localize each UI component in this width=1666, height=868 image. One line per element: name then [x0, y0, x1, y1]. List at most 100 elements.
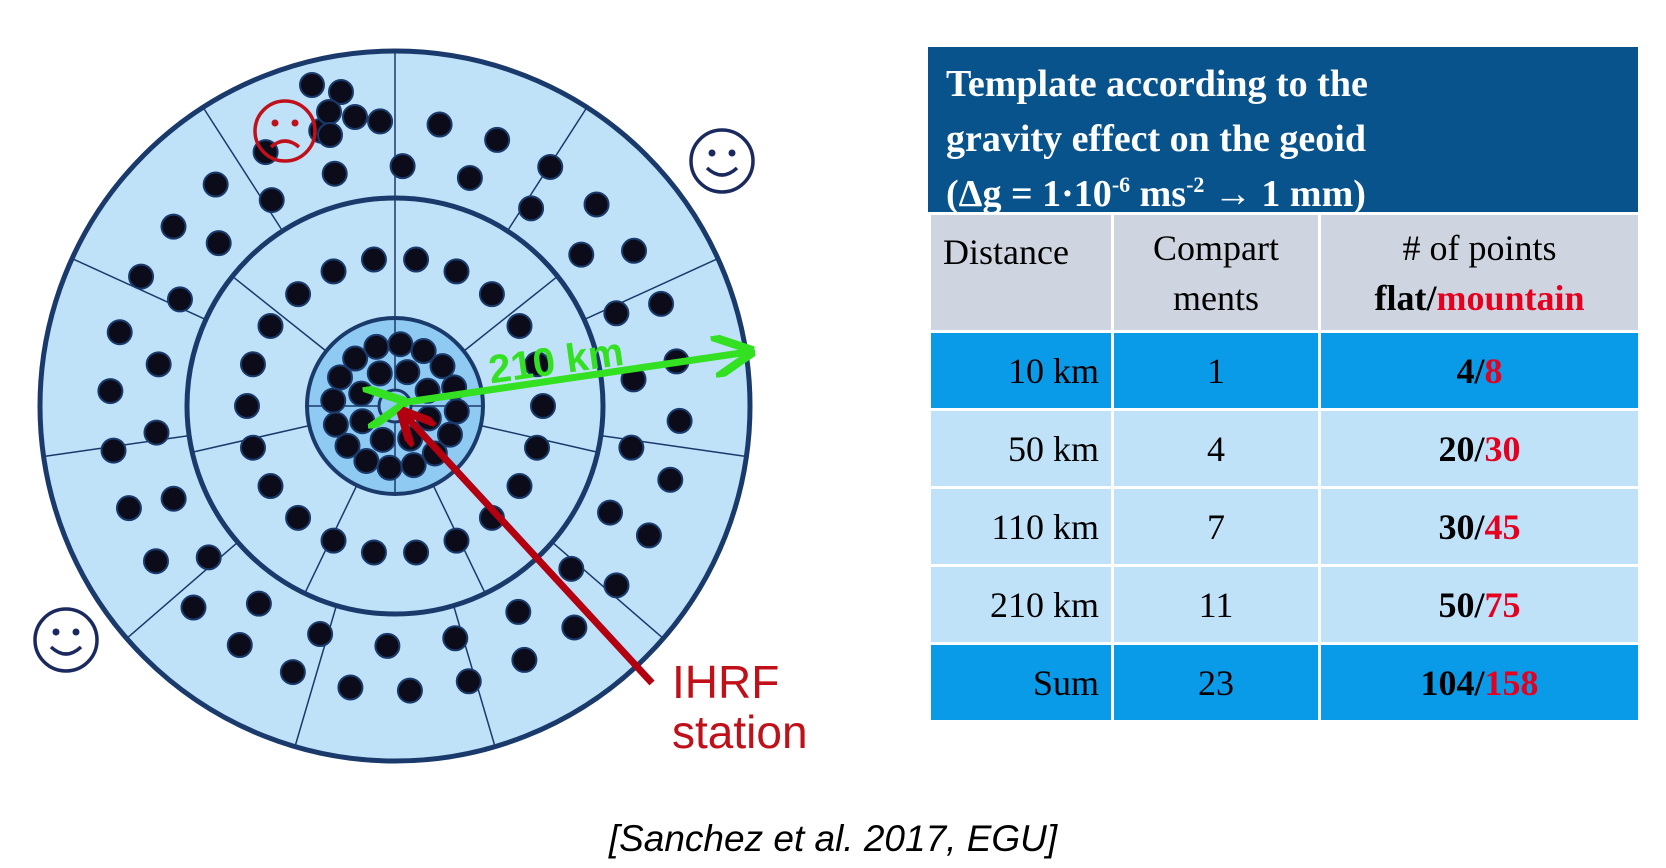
point-marker: [648, 290, 675, 317]
point-marker: [279, 659, 306, 686]
point-marker: [349, 408, 376, 435]
table-title-line1: Template according to the: [946, 63, 1368, 105]
point-marker: [518, 195, 545, 222]
point-marker: [299, 72, 325, 98]
point-marker: [321, 160, 348, 187]
point-marker: [180, 594, 207, 621]
table-row: 110 km 7 30/45: [928, 486, 1641, 567]
point-marker: [657, 466, 684, 493]
row-compartments: 1: [1111, 330, 1321, 411]
point-marker: [603, 572, 630, 599]
point-marker: [317, 122, 343, 148]
row-points: 50/75: [1318, 564, 1641, 645]
row-points: 20/30: [1318, 408, 1641, 489]
point-marker: [442, 625, 469, 652]
point-marker: [506, 473, 533, 500]
row-points: 104/158: [1318, 642, 1641, 723]
point-marker: [666, 407, 693, 434]
row-distance: Sum: [928, 642, 1114, 723]
point-marker: [455, 668, 482, 695]
point-marker: [97, 378, 124, 405]
point-marker: [443, 527, 470, 554]
station-label-line1: IHRF: [672, 656, 779, 708]
point-marker: [506, 312, 533, 339]
point-marker: [429, 353, 456, 380]
citation: [Sanchez et al. 2017, EGU]: [608, 818, 1058, 859]
point-marker: [537, 153, 564, 180]
point-marker: [160, 213, 187, 240]
point-marker: [403, 246, 430, 273]
point-marker: [328, 79, 354, 105]
header-distance: Distance: [928, 212, 1114, 333]
point-marker: [568, 241, 595, 268]
table-row: 210 km 11 50/75: [928, 564, 1641, 645]
smiling-face-icon: [689, 128, 755, 194]
point-marker: [400, 452, 427, 479]
point-marker: [618, 434, 645, 461]
point-marker: [143, 419, 170, 446]
point-marker: [353, 447, 380, 474]
point-marker: [621, 237, 648, 264]
point-marker: [484, 126, 511, 153]
point-marker: [239, 434, 266, 461]
point-marker: [366, 360, 393, 387]
point-marker: [106, 319, 133, 346]
table-title-line2: gravity effect on the geoid: [946, 118, 1366, 160]
point-marker: [234, 393, 260, 419]
row-points: 30/45: [1318, 486, 1641, 567]
point-marker: [239, 351, 266, 378]
point-marker: [327, 364, 354, 391]
point-marker: [505, 598, 532, 625]
point-marker: [603, 300, 630, 327]
compartment-diagram: 210 km IHRF station: [33, 48, 808, 764]
point-marker: [320, 387, 347, 414]
point-marker: [376, 454, 403, 481]
point-marker: [257, 473, 284, 500]
header-compartments: Compart ments: [1111, 212, 1321, 333]
table-title: Template according to the gravity effect…: [928, 47, 1638, 215]
point-marker: [360, 246, 387, 273]
frowning-face-icon: [253, 99, 317, 163]
row-points: 4/8: [1318, 330, 1641, 411]
point-marker: [394, 359, 421, 386]
point-marker: [443, 258, 470, 285]
smiling-face-icon: [33, 607, 99, 673]
table-row: 50 km 4 20/30: [928, 408, 1641, 489]
point-marker: [478, 281, 505, 308]
row-compartments: 11: [1111, 564, 1321, 645]
row-distance: 110 km: [928, 486, 1114, 567]
gravity-points: [97, 72, 693, 704]
point-marker: [524, 434, 551, 461]
point-marker: [387, 331, 414, 358]
point-marker: [342, 104, 368, 130]
point-marker: [145, 351, 172, 378]
point-marker: [316, 99, 342, 125]
point-marker: [389, 153, 416, 180]
row-compartments: 23: [1111, 642, 1321, 723]
point-marker: [307, 621, 334, 648]
point-marker: [403, 539, 430, 566]
point-marker: [202, 171, 229, 198]
point-marker: [100, 437, 127, 464]
table-row: Sum 23 104/158: [928, 642, 1641, 723]
point-marker: [360, 539, 387, 566]
point-marker: [322, 411, 349, 438]
point-marker: [142, 548, 169, 575]
table-title-line3: (Δg = 1·10-6 ms-2 → 1 mm): [946, 172, 1366, 215]
point-marker: [363, 333, 390, 360]
point-marker: [342, 345, 369, 372]
point-marker: [160, 485, 187, 512]
point-marker: [456, 164, 483, 191]
template-table: Template according to the gravity effect…: [928, 47, 1641, 723]
point-marker: [597, 499, 624, 526]
point-marker: [561, 614, 588, 641]
point-marker: [443, 398, 470, 425]
point-marker: [426, 111, 453, 138]
table-row: 10 km 1 4/8: [928, 330, 1641, 411]
point-marker: [337, 674, 364, 701]
distance-arrow: [400, 352, 748, 403]
point-marker: [128, 263, 155, 290]
point-marker: [245, 590, 272, 617]
point-marker: [320, 527, 347, 554]
point-marker: [166, 286, 193, 313]
